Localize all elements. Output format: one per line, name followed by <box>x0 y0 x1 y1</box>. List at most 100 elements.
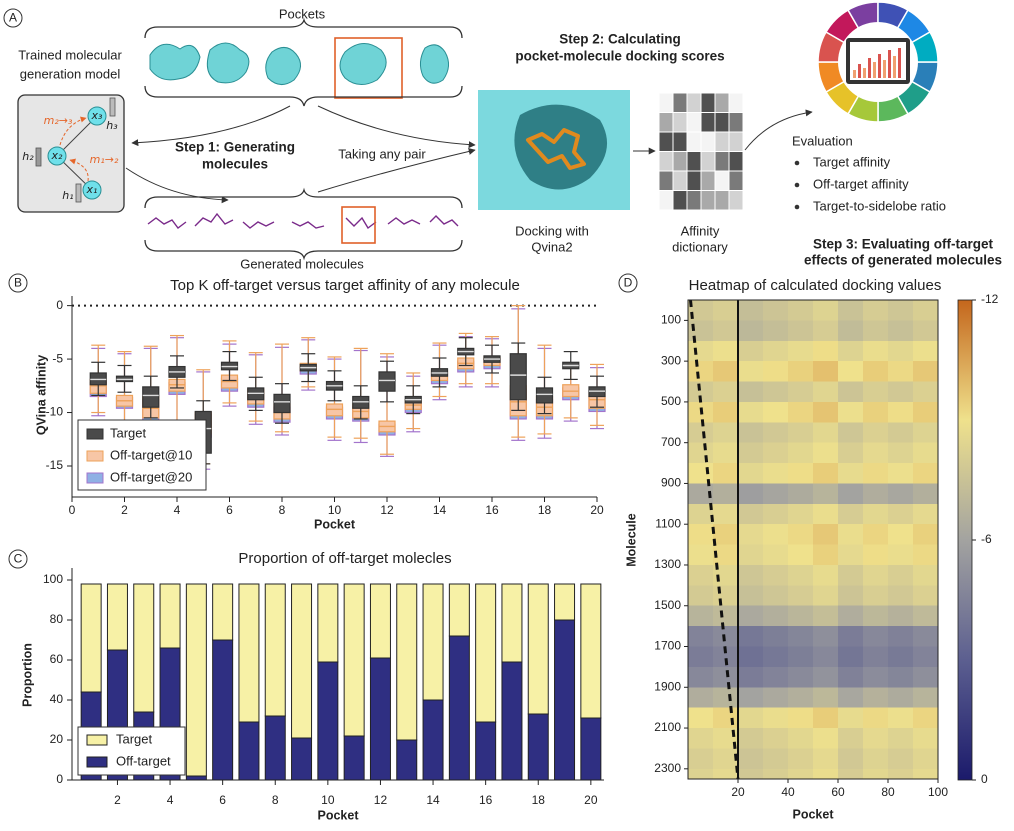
heatmap-cell <box>913 626 938 647</box>
y-tick-label: 1700 <box>654 639 681 653</box>
heatmap-cell <box>838 340 863 362</box>
axis-label: Pocket <box>318 808 360 822</box>
y-tick-label: 500 <box>661 394 681 408</box>
evaluation-icon <box>817 1 939 123</box>
heatmap-cell <box>813 442 838 464</box>
heatmap-cell <box>863 605 888 627</box>
grid-cell <box>672 131 688 152</box>
grid-cell <box>700 151 716 172</box>
panel-label-group: A B C D <box>3 8 638 569</box>
heatmap-cell <box>863 524 888 545</box>
bar-segment <box>80 583 102 693</box>
heatmap-cell <box>813 687 838 708</box>
x-tick-label: 40 <box>781 785 795 799</box>
x-tick-label: 20 <box>590 503 604 517</box>
box <box>273 393 291 414</box>
heatmap-cell <box>913 666 938 688</box>
heatmap-cell <box>763 483 788 504</box>
x-tick-label: 10 <box>321 793 335 807</box>
chart-title: Proportion of off-target molecles <box>238 550 451 567</box>
heatmap-cell <box>838 646 863 667</box>
step-label: effects of generated molecules <box>804 253 1002 268</box>
bar-segment <box>185 583 207 777</box>
grid-cell <box>658 151 674 172</box>
heatmap-cell <box>888 524 913 545</box>
chart-title: Top K off-target versus target affinity … <box>170 277 520 294</box>
colorbar <box>957 299 973 781</box>
heatmap-cell <box>688 564 713 586</box>
heatmap-cell <box>788 524 813 545</box>
x-tick-label: 14 <box>433 503 447 517</box>
panel-label: A <box>9 11 17 25</box>
x-tick-label: 2 <box>121 503 128 517</box>
grid-cell <box>658 131 674 152</box>
heatmap-cell <box>913 748 938 769</box>
heatmap-cell <box>913 585 938 606</box>
monitor-bar <box>863 68 866 78</box>
y-tick-label: 40 <box>50 692 64 706</box>
heatmap-cell <box>838 605 863 627</box>
legend-swatch <box>86 734 108 746</box>
message-arrow <box>69 158 89 182</box>
y-tick-label: 1500 <box>654 598 681 612</box>
y-tick-label: -5 <box>52 351 63 365</box>
heatmap-cell <box>863 320 888 341</box>
heatmap-cell <box>838 666 863 688</box>
bar-segment <box>422 583 444 701</box>
heatmap-cell <box>913 605 938 627</box>
heatmap-cell <box>838 585 863 606</box>
heatmap-cell <box>788 564 813 586</box>
bar-segment <box>317 661 339 781</box>
heatmap-cell <box>788 585 813 606</box>
heatmap-cell <box>738 768 763 779</box>
bar-segment <box>317 583 339 663</box>
heatmap-cell <box>788 361 813 382</box>
legend-swatch <box>86 756 108 768</box>
bar-segment <box>212 583 234 641</box>
heatmap-cell <box>813 361 838 382</box>
bar-segment <box>448 635 470 781</box>
monitor-bar <box>893 56 896 78</box>
heatmap-cell <box>713 422 738 443</box>
brace <box>144 17 463 39</box>
heatmap-cell <box>788 707 813 729</box>
heatmap-cell <box>688 320 713 341</box>
y-tick-label: 900 <box>661 476 681 490</box>
heatmap-cell <box>913 544 938 565</box>
hidden-bar <box>35 147 42 167</box>
bar-segment <box>343 583 365 737</box>
pair-label: Taking any pair <box>338 146 426 161</box>
hidden-label: h₃ <box>106 119 118 132</box>
panel-label: B <box>14 276 22 290</box>
monitor-bar <box>888 50 891 78</box>
x-tick-label: 16 <box>479 793 493 807</box>
step-label: Step 3: Evaluating off-target <box>813 237 994 252</box>
heatmap-cell <box>763 646 788 667</box>
heatmap-cell <box>713 626 738 647</box>
heatmap-cell <box>888 728 913 749</box>
node-label: x₂ <box>51 149 64 162</box>
pocket <box>339 43 387 85</box>
heatmap-cell <box>788 503 813 525</box>
heatmap-cell <box>738 422 763 443</box>
heatmap-cell <box>763 340 788 362</box>
heatmap-cell <box>688 544 713 565</box>
heatmap-cell <box>838 524 863 545</box>
bar-segment <box>580 583 602 719</box>
heatmap-cell <box>813 707 838 729</box>
bar-segment <box>554 583 576 621</box>
evaluation-title: Evaluation <box>792 133 853 148</box>
molecule <box>147 217 187 229</box>
heatmap-cell <box>713 524 738 545</box>
heatmap-cell <box>913 340 938 362</box>
docking-label: Docking with <box>515 223 589 238</box>
box <box>535 387 554 404</box>
legend-label: Off-target@10 <box>110 447 192 462</box>
generated-label: Generated molecules <box>240 256 364 271</box>
heatmap-cell <box>838 442 863 464</box>
docking-label: Qvina2 <box>531 239 572 254</box>
heatmap-cell <box>788 728 813 749</box>
chart-title: Heatmap of calculated docking values <box>689 277 942 294</box>
heatmap-cell <box>713 442 738 464</box>
heatmap-cell <box>763 401 788 423</box>
